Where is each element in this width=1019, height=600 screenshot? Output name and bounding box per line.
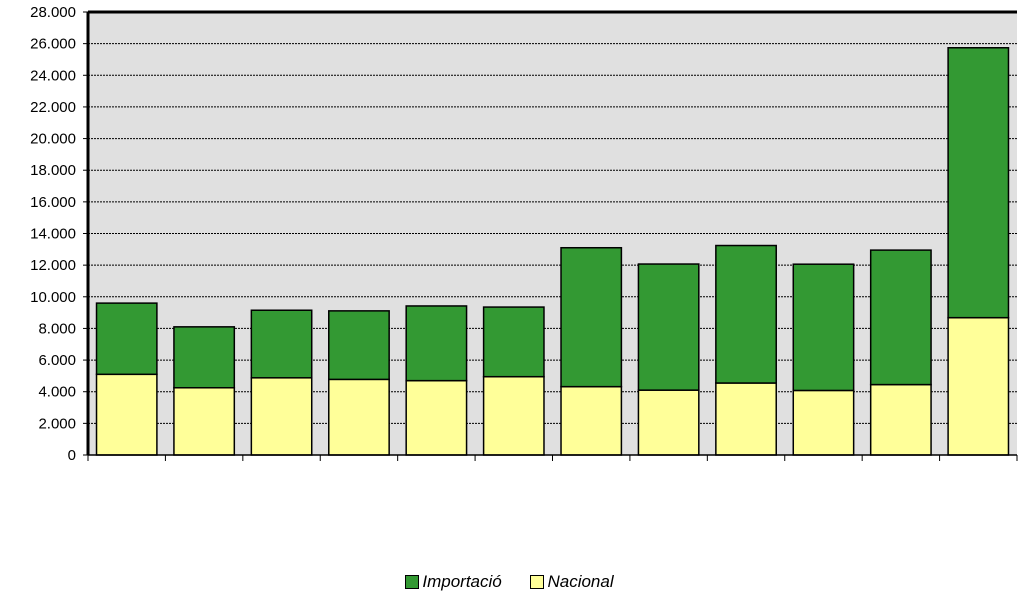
y-tick-label: 4.000 (38, 384, 76, 401)
bars (95, 47, 1010, 456)
bar-importaci (405, 305, 468, 382)
legend-label-nacional: Nacional (547, 572, 614, 591)
bar-nacional (947, 316, 1010, 456)
bar-nacional (869, 383, 932, 456)
bar-nacional (560, 385, 623, 456)
bar-nacional (173, 387, 236, 456)
bar-nacional (482, 375, 545, 456)
y-tick-label: 22.000 (30, 99, 76, 116)
bar-importaci (95, 302, 158, 376)
legend-label-importacio: Importació (422, 572, 502, 591)
y-tick-label: 14.000 (30, 226, 76, 243)
y-tick-label: 28.000 (30, 4, 76, 21)
bar-importaci (715, 244, 777, 384)
bar-nacional (637, 389, 700, 456)
bar-importaci (328, 310, 390, 381)
bar-nacional (250, 377, 313, 456)
legend-item-nacional: Nacional (530, 572, 614, 592)
y-tick-label: 16.000 (30, 194, 76, 211)
bar-nacional (792, 389, 855, 456)
y-tick-label: 8.000 (38, 320, 76, 337)
legend: Importació Nacional (0, 572, 1019, 594)
bar-importaci (947, 47, 1010, 319)
y-tick-label: 18.000 (30, 162, 76, 179)
bar-importaci (250, 309, 313, 379)
y-tick-label: 0 (68, 447, 76, 464)
bar-nacional (405, 379, 468, 456)
bar-importaci (792, 263, 855, 392)
bar-importaci (869, 249, 932, 386)
y-tick-label: 24.000 (30, 67, 76, 84)
y-tick-label: 12.000 (30, 257, 76, 274)
bar-nacional (328, 378, 390, 456)
bar-importaci (560, 246, 623, 388)
y-tick-label: 10.000 (30, 289, 76, 306)
y-tick-labels: 0 2.000 4.000 6.000 8.000 10.000 12.000 14.000 1… (30, 4, 88, 464)
bar-importaci (637, 263, 700, 391)
gridlines (88, 43, 1017, 424)
y-tick-label: 6.000 (38, 352, 76, 369)
y-tick-label: 26.000 (30, 36, 76, 53)
bar-importaci (173, 326, 236, 389)
legend-swatch-nacional (530, 575, 545, 589)
y-tick-label: 2.000 (38, 415, 76, 432)
legend-swatch-importacio (405, 575, 420, 589)
bar-nacional (95, 373, 158, 456)
y-tick-label: 20.000 (30, 131, 76, 148)
bar-nacional (715, 382, 777, 456)
legend-item-importacio: Importació (405, 572, 502, 592)
bar-importaci (482, 306, 545, 378)
